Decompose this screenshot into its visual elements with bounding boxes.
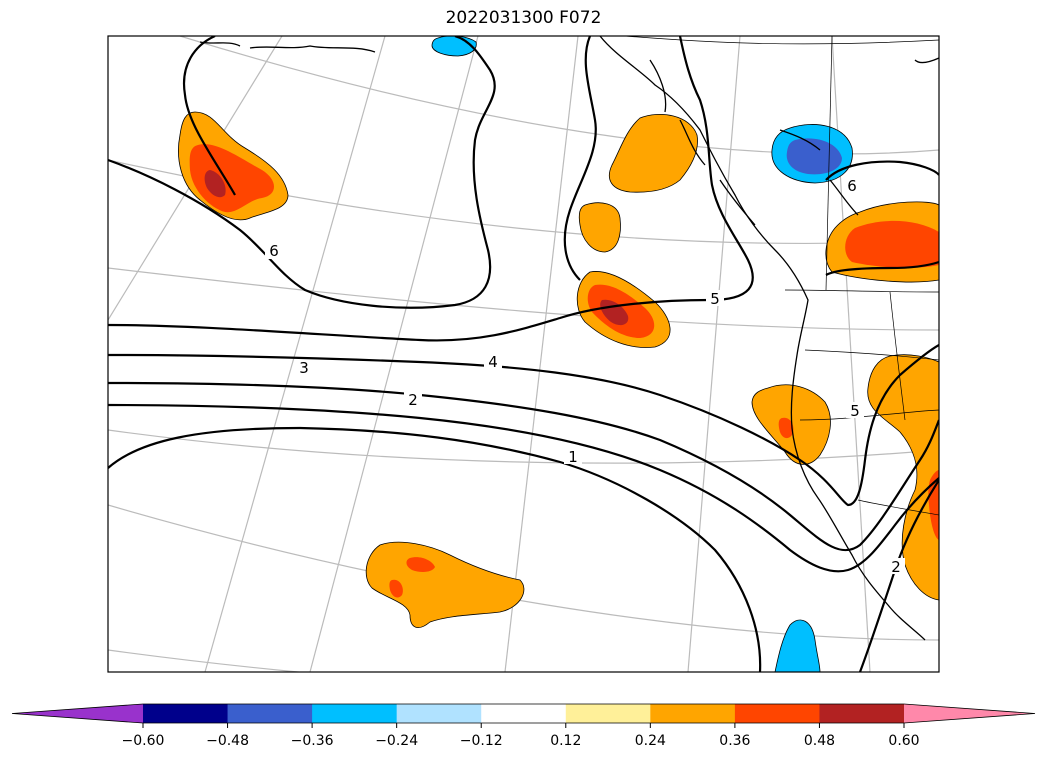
contour-1: [108, 426, 762, 672]
contour-label: 2: [408, 391, 418, 409]
anomaly-region: [365, 541, 525, 629]
colorbar-tick-label: 0.60: [888, 733, 919, 749]
coastlines: [199, 36, 939, 641]
colorbar-bin: [481, 704, 567, 723]
graticule: [108, 36, 939, 672]
anomaly-region: [928, 470, 939, 540]
colorbar-tick-label: 0.36: [719, 733, 750, 749]
colorbar-tick-label: 0.24: [635, 733, 666, 749]
anomaly-region: [406, 557, 435, 572]
anomaly-region: [608, 114, 698, 193]
anomaly-region: [431, 36, 477, 57]
anomaly-region: [845, 220, 939, 268]
colorbar-tick-label: −0.24: [375, 733, 418, 749]
contour-6-east: [825, 160, 939, 181]
contour-label: 5: [710, 290, 720, 308]
anomaly-region: [389, 579, 403, 598]
anomaly-region: [578, 202, 621, 253]
colorbar-tick-label: −0.60: [122, 733, 165, 749]
anomaly-region: [786, 138, 842, 175]
contour-3: [108, 381, 939, 552]
anomaly-region: [204, 170, 226, 198]
contour-2: [108, 403, 939, 573]
map-title: 2022031300 F072: [445, 8, 602, 28]
contour-label: 6: [269, 242, 279, 260]
contour-label: 6: [847, 177, 857, 195]
colorbar-tick-label: −0.48: [206, 733, 249, 749]
colorbar-bin: [734, 704, 820, 723]
colorbar-bin: [819, 704, 905, 723]
colorbar-tick-label: −0.36: [291, 733, 334, 749]
colorbar-bin: [396, 704, 482, 723]
contour-5-b: [563, 36, 597, 281]
political-borders: [624, 36, 939, 516]
colorbar-extend-min: [12, 704, 143, 723]
contour-label: 2: [891, 558, 901, 576]
colorbar: −0.60 −0.48 −0.36 −0.24 −0.12 0.12 0.24 0.36 0.4…: [11, 703, 1036, 749]
colorbar-tick-label: −0.12: [460, 733, 503, 749]
anomaly-region: [774, 619, 821, 672]
colorbar-bin: [143, 704, 229, 723]
contour-label: 1: [568, 448, 578, 466]
colorbar-bin: [227, 704, 313, 723]
colorbar-bin: [565, 704, 651, 723]
contour-6-west: [108, 36, 496, 309]
colorbar-tick-label: 0.12: [550, 733, 581, 749]
anomaly-region: [189, 144, 274, 213]
contour-lines: [108, 36, 939, 672]
map-frame: [107, 35, 940, 673]
colorbar-bin: [650, 704, 736, 723]
colorbar-tick-label: 0.48: [804, 733, 835, 749]
contour-label-group: 6 5 4 3 2 1 6 5 2: [265, 177, 905, 576]
anomaly-region: [778, 417, 794, 439]
anomaly-region: [600, 299, 629, 326]
contour-label: 3: [299, 359, 309, 377]
contour-4: [108, 344, 939, 507]
contour-6-east-b: [825, 260, 939, 276]
anomaly-shading: [178, 36, 939, 672]
anomaly-region: [867, 354, 939, 601]
colorbar-extend-max: [904, 704, 1035, 723]
contour-label: 4: [488, 353, 498, 371]
contour-6-north: [182, 36, 236, 196]
contour-label: 5: [850, 402, 860, 420]
colorbar-bin: [312, 704, 398, 723]
